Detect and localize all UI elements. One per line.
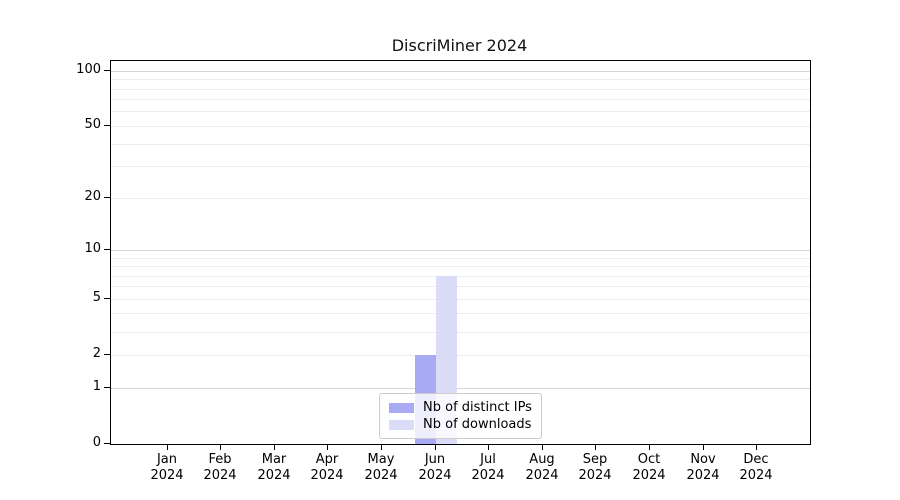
major-gridline [111, 388, 810, 389]
plot-area [110, 60, 811, 445]
minor-gridline [111, 79, 810, 80]
x-tick-label: Dec 2024 [739, 452, 773, 483]
legend-item-distinct-ips: Nb of distinct IPs [389, 399, 532, 416]
x-tick-mark [649, 444, 650, 450]
x-tick-label: Jan 2024 [150, 452, 184, 483]
minor-gridline [111, 111, 810, 112]
y-tick-label: 1 [92, 379, 101, 394]
y-tick-label: 0 [92, 435, 101, 450]
y-tick-label: 2 [92, 346, 101, 362]
y-tick-mark [104, 354, 110, 356]
y-tick-mark [104, 387, 110, 388]
y-tick-mark [104, 197, 110, 199]
minor-gridline [111, 286, 810, 287]
x-tick-mark [542, 444, 543, 450]
major-gridline [111, 250, 810, 251]
x-tick-label: Oct 2024 [632, 452, 666, 483]
x-tick-label: May 2024 [364, 452, 398, 483]
x-tick-mark [381, 444, 382, 450]
minor-gridline [111, 126, 810, 127]
minor-gridline [111, 332, 810, 333]
y-tick-mark [104, 443, 110, 444]
legend-label-downloads: Nb of downloads [423, 417, 532, 432]
x-tick-label: Jun 2024 [418, 452, 452, 483]
x-tick-label: Jul 2024 [471, 452, 505, 483]
legend-label-distinct-ips: Nb of distinct IPs [423, 400, 532, 415]
y-tick-mark [104, 249, 110, 251]
minor-gridline [111, 276, 810, 277]
minor-gridline [111, 313, 810, 314]
x-tick-mark [756, 444, 757, 450]
minor-gridline [111, 99, 810, 100]
major-gridline [111, 71, 810, 72]
chart-title: DiscriMiner 2024 [391, 36, 528, 55]
bars-layer [111, 61, 810, 444]
y-tick-label: 50 [84, 117, 101, 133]
legend-swatch-downloads-icon [389, 419, 414, 430]
x-tick-label: Mar 2024 [257, 452, 291, 483]
x-tick-label: Aug 2024 [525, 452, 559, 483]
x-tick-mark [327, 444, 328, 450]
x-tick-label: Sep 2024 [578, 452, 612, 483]
x-tick-label: Feb 2024 [203, 452, 237, 483]
x-tick-mark [488, 444, 489, 450]
minor-gridline [111, 258, 810, 259]
gridlines-layer [111, 61, 810, 444]
minor-gridline [111, 355, 810, 356]
x-tick-mark [167, 444, 168, 450]
x-tick-label: Apr 2024 [310, 452, 344, 483]
y-tick-label: 5 [92, 290, 101, 306]
y-tick-mark [104, 298, 110, 300]
x-tick-mark [435, 444, 436, 450]
legend: Nb of distinct IPs Nb of downloads [379, 393, 542, 439]
x-tick-mark [595, 444, 596, 450]
y-tick-label: 10 [84, 241, 101, 257]
x-tick-mark [703, 444, 704, 450]
legend-item-downloads: Nb of downloads [389, 416, 532, 433]
x-tick-mark [274, 444, 275, 450]
y-tick-label: 20 [84, 189, 101, 205]
x-tick-label: Nov 2024 [686, 452, 720, 483]
y-tick-mark [104, 70, 110, 72]
y-tick-mark [104, 125, 110, 127]
minor-gridline [111, 144, 810, 145]
legend-swatch-distinct-ips-icon [389, 402, 414, 413]
minor-gridline [111, 166, 810, 167]
minor-gridline [111, 89, 810, 90]
minor-gridline [111, 266, 810, 267]
y-tick-label: 100 [76, 62, 101, 78]
minor-gridline [111, 198, 810, 199]
x-tick-mark [220, 444, 221, 450]
minor-gridline [111, 299, 810, 300]
